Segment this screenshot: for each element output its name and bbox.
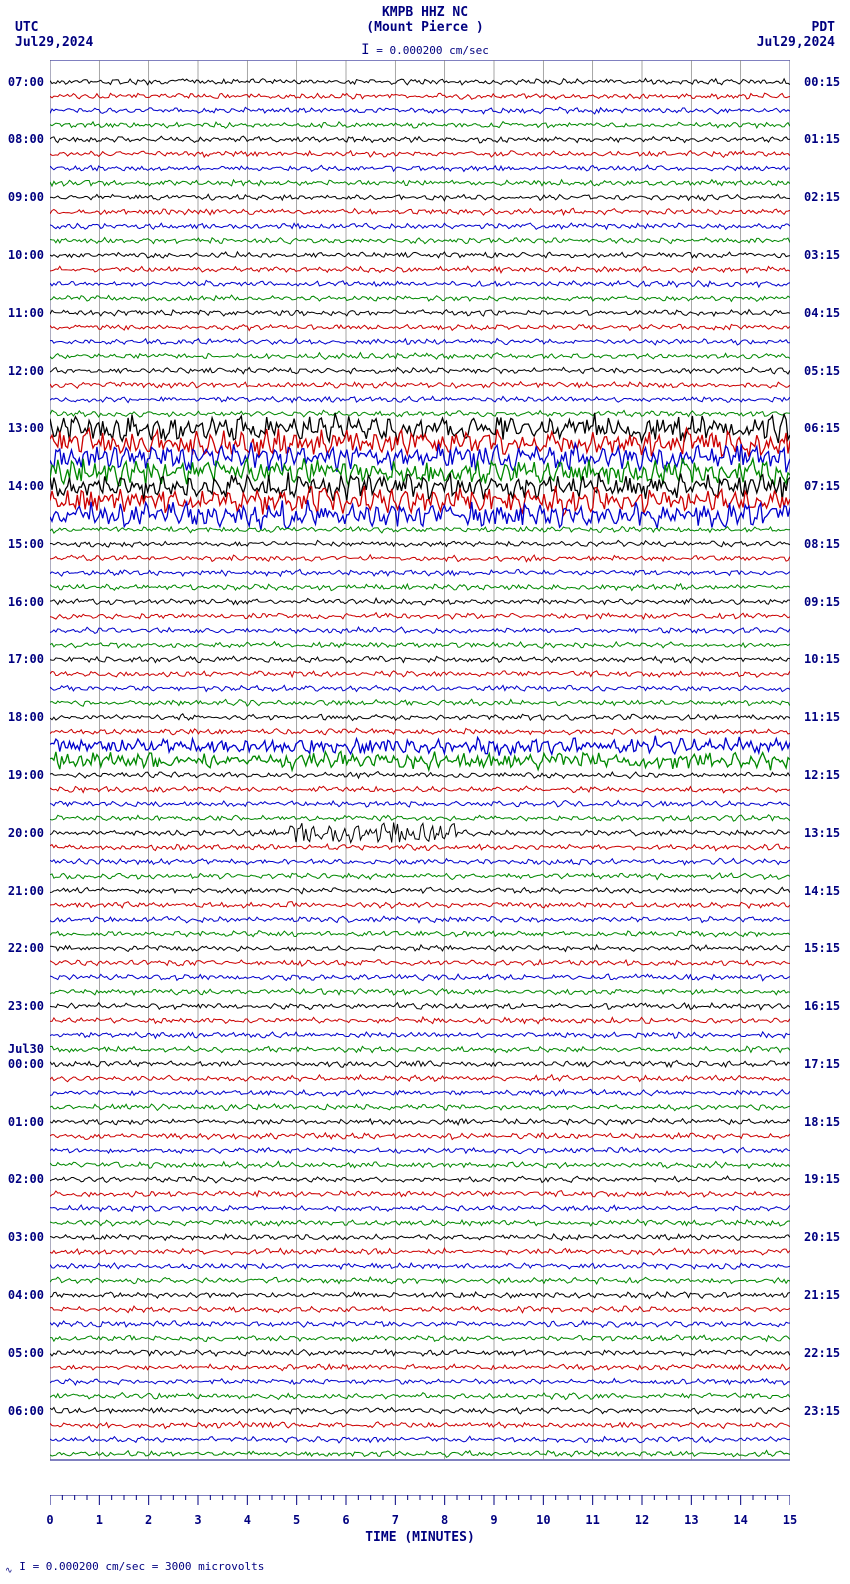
pdt-hour-label: 19:15 xyxy=(804,1172,840,1186)
right-time-labels: 00:15 01:15 02:15 03:15 04:15 05:15 06:15 07:15… xyxy=(800,60,850,1490)
utc-hour-label: 23:00 xyxy=(8,999,44,1013)
utc-hour-label: 08:00 xyxy=(8,132,44,146)
utc-label: UTC xyxy=(15,20,38,35)
x-tick-label: 1 xyxy=(96,1513,103,1527)
x-axis: TIME (MINUTES) 0123456789101112131415 xyxy=(50,1495,790,1545)
utc-hour-label: 16:00 xyxy=(8,595,44,609)
pdt-hour-label: 06:15 xyxy=(804,421,840,435)
x-tick-label: 14 xyxy=(733,1513,747,1527)
utc-hour-label: 20:00 xyxy=(8,826,44,840)
pdt-hour-label: 13:15 xyxy=(804,826,840,840)
station-code: KMPB HHZ NC xyxy=(382,5,468,20)
utc-hour-label: 15:00 xyxy=(8,537,44,551)
x-tick-label: 11 xyxy=(585,1513,599,1527)
x-tick-label: 4 xyxy=(244,1513,251,1527)
helicorder-plot xyxy=(50,60,790,1490)
x-axis-title: TIME (MINUTES) xyxy=(365,1530,475,1545)
pdt-hour-label: 15:15 xyxy=(804,941,840,955)
pdt-hour-label: 09:15 xyxy=(804,595,840,609)
x-tick-label: 13 xyxy=(684,1513,698,1527)
x-tick-label: 0 xyxy=(46,1513,53,1527)
utc-hour-label: 02:00 xyxy=(8,1172,44,1186)
utc-hour-label: 04:00 xyxy=(8,1288,44,1302)
x-axis-ticks xyxy=(50,1495,790,1515)
utc-hour-label: 14:00 xyxy=(8,479,44,493)
utc-day-label: Jul30 xyxy=(8,1042,44,1056)
pdt-hour-label: 02:15 xyxy=(804,190,840,204)
x-tick-label: 8 xyxy=(441,1513,448,1527)
utc-hour-label: 07:00 xyxy=(8,75,44,89)
pdt-hour-label: 18:15 xyxy=(804,1115,840,1129)
header: UTC Jul29,2024 KMPB HHZ NC (Mount Pierce… xyxy=(0,0,850,50)
utc-hour-label: 10:00 xyxy=(8,248,44,262)
pdt-hour-label: 05:15 xyxy=(804,364,840,378)
pdt-hour-label: 04:15 xyxy=(804,306,840,320)
utc-hour-label: 09:00 xyxy=(8,190,44,204)
x-tick-label: 7 xyxy=(392,1513,399,1527)
x-tick-label: 2 xyxy=(145,1513,152,1527)
x-tick-label: 9 xyxy=(490,1513,497,1527)
left-time-labels: 07:00 08:00 09:00 10:00 11:00 12:00 13:00 14:00… xyxy=(0,60,48,1490)
x-tick-label: 6 xyxy=(342,1513,349,1527)
pdt-hour-label: 10:15 xyxy=(804,652,840,666)
pdt-hour-label: 23:15 xyxy=(804,1404,840,1418)
x-tick-label: 15 xyxy=(783,1513,797,1527)
utc-hour-label: 17:00 xyxy=(8,652,44,666)
x-tick-label: 10 xyxy=(536,1513,550,1527)
utc-date: Jul29,2024 xyxy=(15,35,93,50)
x-tick-label: 3 xyxy=(194,1513,201,1527)
utc-hour-label: 03:00 xyxy=(8,1230,44,1244)
utc-hour-label: 06:00 xyxy=(8,1404,44,1418)
scale-note: I = 0.000200 cm/sec xyxy=(361,42,489,58)
header-utc: UTC Jul29,2024 xyxy=(15,20,93,50)
pdt-hour-label: 12:15 xyxy=(804,768,840,782)
pdt-hour-label: 11:15 xyxy=(804,710,840,724)
station-location: (Mount Pierce ) xyxy=(366,20,483,35)
utc-hour-label: 05:00 xyxy=(8,1346,44,1360)
utc-hour-label: 19:00 xyxy=(8,768,44,782)
utc-hour-label: 21:00 xyxy=(8,884,44,898)
pdt-hour-label: 01:15 xyxy=(804,132,840,146)
header-pdt: PDT Jul29,2024 xyxy=(757,20,835,50)
utc-hour-label: 22:00 xyxy=(8,941,44,955)
pdt-label: PDT xyxy=(812,20,835,35)
pdt-hour-label: 21:15 xyxy=(804,1288,840,1302)
utc-hour-label: 13:00 xyxy=(8,421,44,435)
utc-hour-label: 01:00 xyxy=(8,1115,44,1129)
x-tick-label: 5 xyxy=(293,1513,300,1527)
pdt-hour-label: 22:15 xyxy=(804,1346,840,1360)
pdt-hour-label: 14:15 xyxy=(804,884,840,898)
helicorder-svg xyxy=(50,60,790,1490)
utc-hour-label: 12:00 xyxy=(8,364,44,378)
pdt-hour-label: 07:15 xyxy=(804,479,840,493)
utc-hour-label: 11:00 xyxy=(8,306,44,320)
pdt-hour-label: 17:15 xyxy=(804,1057,840,1071)
footer-scale: ∿ I = 0.000200 cm/sec = 3000 microvolts xyxy=(5,1560,264,1576)
pdt-hour-label: 16:15 xyxy=(804,999,840,1013)
x-tick-label: 12 xyxy=(635,1513,649,1527)
utc-hour-label: 00:00 xyxy=(8,1057,44,1071)
header-station: KMPB HHZ NC (Mount Pierce ) xyxy=(366,5,483,35)
pdt-hour-label: 08:15 xyxy=(804,537,840,551)
seismogram-container: UTC Jul29,2024 KMPB HHZ NC (Mount Pierce… xyxy=(0,0,850,1584)
pdt-hour-label: 03:15 xyxy=(804,248,840,262)
pdt-hour-label: 00:15 xyxy=(804,75,840,89)
pdt-date: Jul29,2024 xyxy=(757,35,835,50)
pdt-hour-label: 20:15 xyxy=(804,1230,840,1244)
utc-hour-label: 18:00 xyxy=(8,710,44,724)
